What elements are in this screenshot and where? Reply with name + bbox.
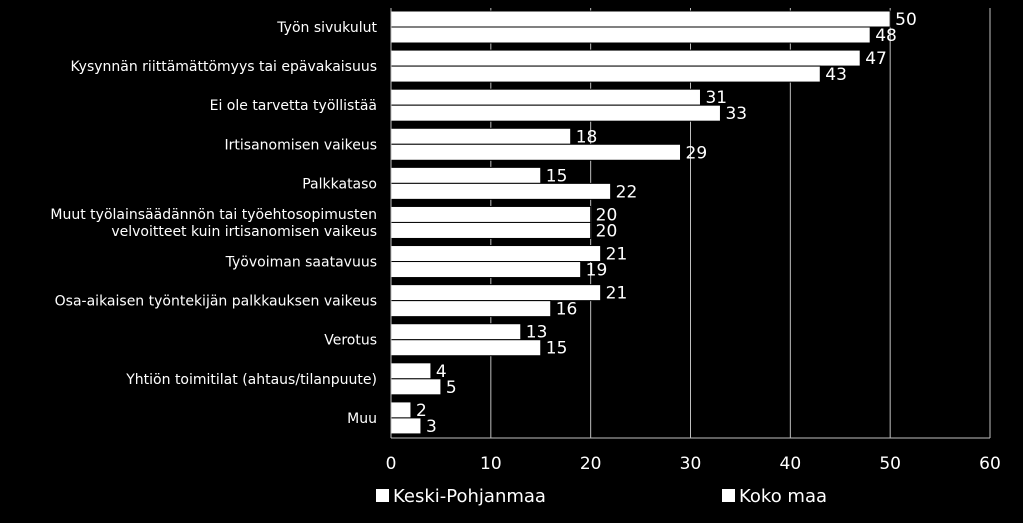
category-label-line: Työvoiman saatavuus [225, 255, 377, 271]
data-label: 50 [895, 10, 917, 30]
category-label-line: Palkkataso [302, 176, 377, 192]
bar [390, 49, 861, 67]
data-label: 3 [426, 417, 437, 437]
x-tick-label: 30 [680, 454, 702, 474]
category-label-line: Muut työlainsäädännön tai työehtosopimus… [50, 207, 377, 223]
category-label-line: Kysynnän riittämättömyys tai epävakaisuu… [71, 59, 378, 75]
bar [390, 378, 442, 396]
legend-label: Koko maa [739, 486, 827, 507]
data-label: 43 [825, 65, 847, 85]
bar [390, 205, 592, 223]
bar [390, 166, 542, 184]
x-tick-label: 0 [386, 454, 397, 474]
x-tick-label: 60 [979, 454, 1001, 474]
data-label: 21 [606, 284, 628, 304]
data-label: 29 [686, 143, 708, 163]
bar [390, 104, 721, 122]
x-tick-label: 10 [480, 454, 502, 474]
bar [390, 10, 891, 28]
bar [390, 26, 871, 44]
legend-label: Keski-Pohjanmaa [393, 486, 546, 507]
bar [390, 127, 572, 145]
category-label: Kysynnän riittämättömyys tai epävakaisuu… [71, 59, 378, 75]
data-label: 22 [616, 182, 638, 202]
category-label: Muut työlainsäädännön tai työehtosopimus… [50, 207, 377, 240]
bar [390, 221, 592, 239]
category-label-line: Työn sivukulut [276, 20, 377, 36]
data-label: 2 [416, 401, 427, 421]
bar [390, 362, 432, 380]
category-label: Työvoiman saatavuus [225, 255, 377, 271]
category-label-line: Muu [347, 411, 377, 427]
bar [390, 245, 602, 263]
bar [390, 339, 542, 357]
legend-swatch [376, 489, 389, 502]
category-label-line: Yhtiön toimitilat (ahtaus/tilanpuute) [125, 372, 377, 388]
data-label: 19 [586, 261, 608, 281]
data-label: 47 [865, 49, 887, 69]
data-label: 15 [546, 166, 568, 186]
bar [390, 284, 602, 302]
axes [390, 8, 990, 439]
data-label: 13 [526, 323, 548, 343]
legend-swatch [722, 489, 735, 502]
bar [390, 323, 522, 341]
data-label: 18 [576, 127, 598, 147]
x-tick-labels: 0 10 20 30 40 50 60 [386, 454, 1001, 474]
data-label: 31 [705, 88, 727, 108]
x-tick-label: 20 [580, 454, 602, 474]
bar [390, 401, 412, 419]
data-label: 33 [725, 104, 747, 124]
category-label: Irtisanomisen vaikeus [225, 137, 377, 153]
bar [390, 300, 552, 318]
category-label: Osa-aikaisen työntekijän palkkauksen vai… [55, 294, 377, 310]
category-label: Verotus [324, 333, 377, 349]
category-label: Yhtiön toimitilat (ahtaus/tilanpuute) [125, 372, 377, 388]
data-label: 4 [436, 362, 447, 382]
x-tick-label: 40 [780, 454, 802, 474]
bar [390, 65, 821, 83]
category-label: Työn sivukulut [276, 20, 377, 36]
data-label: 20 [596, 205, 618, 225]
category-label-line: velvoitteet kuin irtisanomisen vaikeus [111, 224, 377, 240]
category-labels: Työn sivukulut Kysynnän riittämättömyys t… [50, 20, 377, 427]
bar [390, 143, 682, 161]
data-label: 21 [606, 245, 628, 265]
category-label-line: Ei ole tarvetta työllistää [210, 98, 377, 114]
category-label: Muu [347, 411, 377, 427]
bar [390, 182, 612, 200]
category-label: Palkkataso [302, 176, 377, 192]
data-label: 5 [446, 378, 457, 398]
legend: Keski-Pohjanmaa Koko maa [376, 486, 827, 507]
category-label: Ei ole tarvetta työllistää [210, 98, 377, 114]
category-label-line: Osa-aikaisen työntekijän palkkauksen vai… [55, 294, 377, 310]
data-label: 16 [556, 300, 578, 320]
data-label: 48 [875, 26, 897, 46]
category-label-line: Irtisanomisen vaikeus [225, 137, 377, 153]
bar [390, 88, 701, 106]
data-label: 20 [596, 221, 618, 241]
x-tick-label: 50 [879, 454, 901, 474]
bars [390, 10, 891, 435]
data-label: 15 [546, 339, 568, 359]
bar [390, 261, 582, 279]
category-label-line: Verotus [324, 333, 377, 349]
